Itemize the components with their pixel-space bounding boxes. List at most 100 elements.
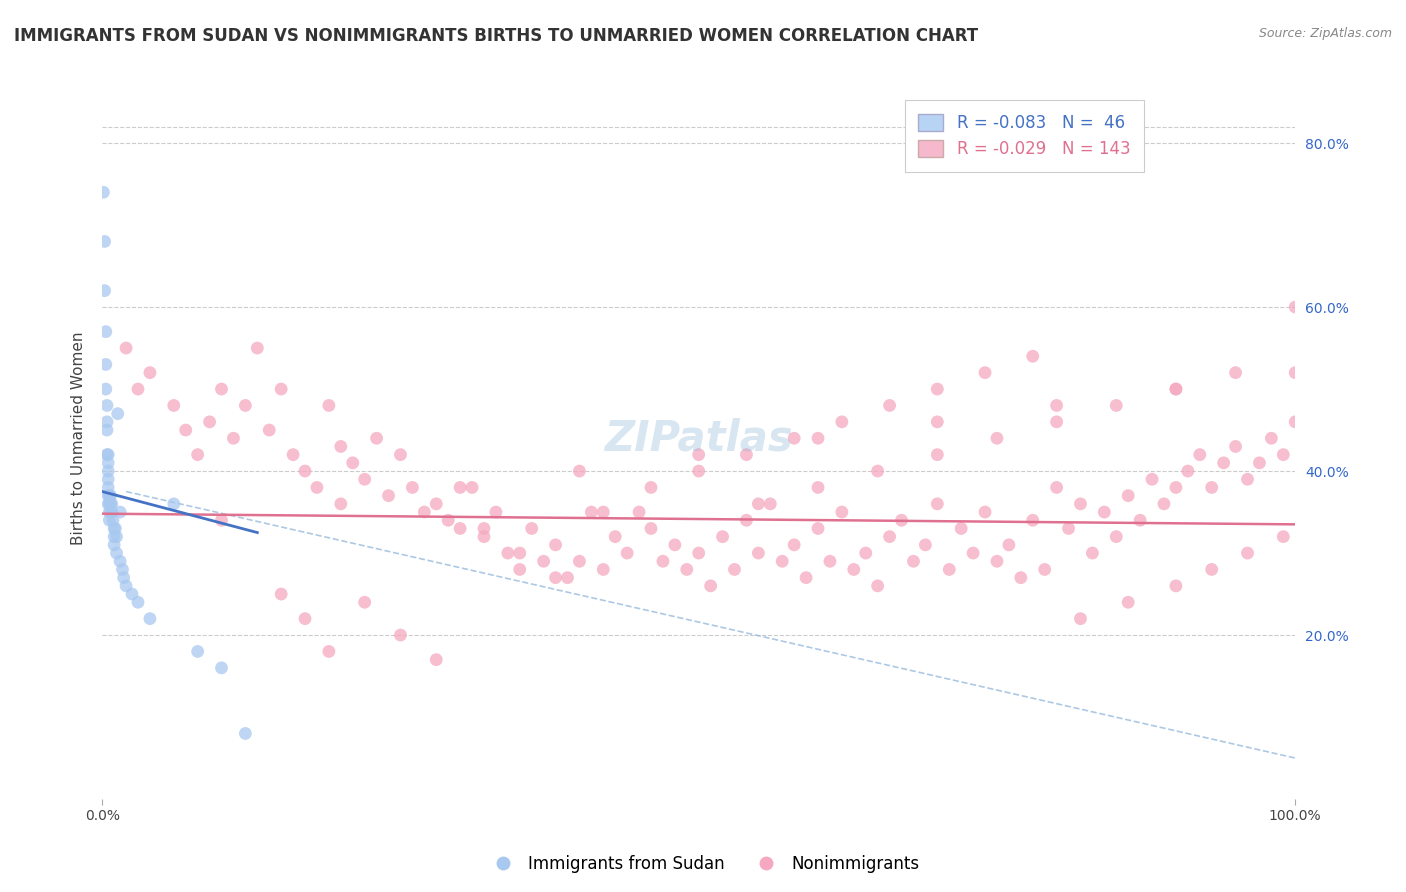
Point (112, 571, 135, 585)
Point (914, 538, 936, 552)
Point (270, 587, 292, 601)
Point (318, 399, 340, 413)
Point (568, 554, 591, 568)
Point (485, 505, 508, 519)
Point (329, 497, 352, 511)
Point (986, 431, 1008, 445)
Point (950, 521, 973, 535)
Point (640, 480, 662, 494)
Point (1201, 480, 1223, 494)
Point (389, 448, 412, 462)
Point (688, 464, 710, 478)
Point (1046, 399, 1069, 413)
Point (557, 571, 579, 585)
Point (818, 554, 841, 568)
Point (1116, 489, 1139, 503)
Point (1177, 464, 1199, 478)
Point (96, 448, 118, 462)
Point (472, 530, 495, 544)
Point (807, 431, 830, 445)
Point (866, 464, 889, 478)
Point (353, 472, 375, 486)
Point (270, 382, 292, 396)
Point (711, 530, 734, 544)
Point (103, 530, 125, 544)
Point (842, 562, 865, 576)
Point (1022, 513, 1045, 527)
Point (342, 456, 364, 470)
Point (353, 595, 375, 609)
Point (97, 448, 120, 462)
Point (437, 513, 460, 527)
Point (103, 521, 125, 535)
Point (1046, 415, 1069, 429)
Point (425, 497, 447, 511)
Point (675, 562, 697, 576)
Point (222, 431, 245, 445)
Point (257, 423, 280, 437)
Point (1225, 440, 1247, 454)
Point (105, 546, 128, 560)
Point (174, 423, 197, 437)
Point (163, 497, 186, 511)
Point (544, 538, 567, 552)
Point (998, 538, 1021, 552)
Point (115, 579, 138, 593)
Legend: Immigrants from Sudan, Nonimmigrants: Immigrants from Sudan, Nonimmigrants (479, 848, 927, 880)
Point (1092, 505, 1115, 519)
Point (544, 571, 567, 585)
Point (101, 513, 124, 527)
Point (97, 480, 120, 494)
Point (520, 521, 543, 535)
Point (866, 579, 889, 593)
Point (93, 284, 115, 298)
Point (927, 415, 949, 429)
Point (96, 423, 118, 437)
Point (1201, 562, 1223, 576)
Point (1081, 546, 1104, 560)
Point (96, 415, 118, 429)
Point (938, 562, 960, 576)
Point (735, 448, 758, 462)
Point (592, 562, 614, 576)
Point (100, 505, 122, 519)
Point (974, 505, 997, 519)
Point (389, 628, 412, 642)
Point (1260, 431, 1282, 445)
Point (986, 554, 1008, 568)
Point (94, 358, 117, 372)
Point (139, 612, 162, 626)
Point (509, 562, 531, 576)
Point (115, 341, 138, 355)
Point (1225, 366, 1247, 380)
Point (246, 341, 269, 355)
Point (927, 448, 949, 462)
Point (568, 464, 591, 478)
Point (139, 366, 162, 380)
Point (329, 440, 352, 454)
Point (747, 497, 769, 511)
Point (1022, 349, 1045, 363)
Point (1212, 456, 1234, 470)
Point (1129, 513, 1152, 527)
Point (107, 407, 129, 421)
Point (605, 530, 627, 544)
Point (699, 579, 721, 593)
Point (509, 546, 531, 560)
Point (783, 431, 806, 445)
Point (211, 513, 233, 527)
Point (235, 726, 257, 740)
Point (759, 497, 782, 511)
Point (187, 448, 209, 462)
Point (831, 505, 853, 519)
Point (927, 497, 949, 511)
Point (581, 505, 603, 519)
Point (1010, 571, 1032, 585)
Point (807, 480, 830, 494)
Point (163, 399, 186, 413)
Point (879, 530, 901, 544)
Point (98, 505, 121, 519)
Point (903, 554, 925, 568)
Point (100, 489, 122, 503)
Point (1069, 497, 1091, 511)
